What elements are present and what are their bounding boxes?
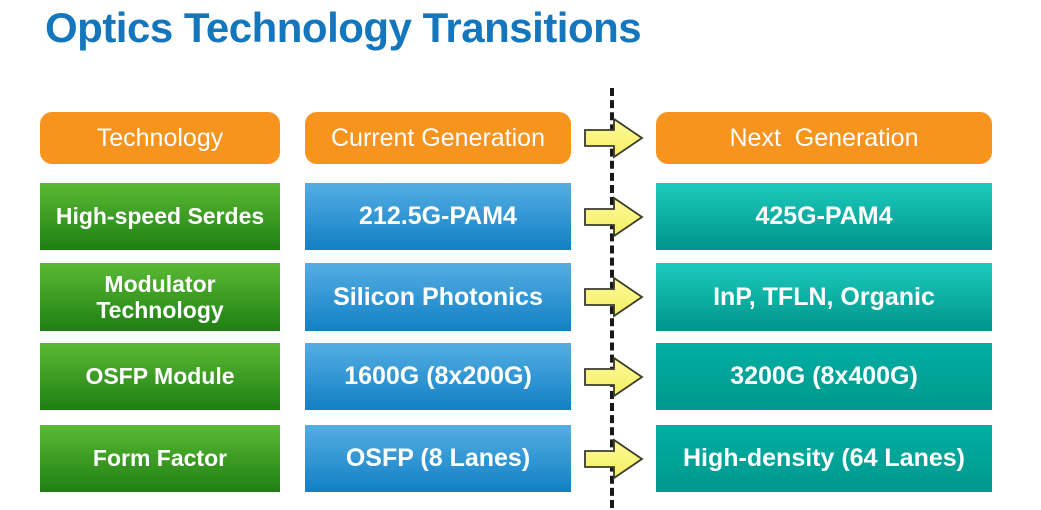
technology-cell-high-speed-serdes: High-speed Serdes xyxy=(40,183,280,250)
header-current-generation: Current Generation xyxy=(305,112,571,164)
technology-cell-osfp-module: OSFP Module xyxy=(40,343,280,410)
transition-arrow-icon xyxy=(584,438,644,480)
transition-arrow-icon xyxy=(584,356,644,398)
page-title: Optics Technology Transitions xyxy=(45,4,642,51)
next-cell-form-factor: High-density (64 Lanes) xyxy=(656,425,992,492)
header-next-generation: Next Generation xyxy=(656,112,992,164)
transition-arrow-icon xyxy=(584,117,644,159)
header-technology: Technology xyxy=(40,112,280,164)
current-cell-modulator: Silicon Photonics xyxy=(305,263,571,331)
next-cell-serdes: 425G-PAM4 xyxy=(656,183,992,250)
transition-arrow-icon xyxy=(584,196,644,238)
next-cell-modulator: InP, TFLN, Organic xyxy=(656,263,992,331)
technology-cell-modulator: Modulator Technology xyxy=(40,263,280,331)
transition-arrow-icon xyxy=(584,276,644,318)
next-cell-osfp-module: 3200G (8x400G) xyxy=(656,343,992,410)
technology-cell-form-factor: Form Factor xyxy=(40,425,280,492)
current-cell-osfp-module: 1600G (8x200G) xyxy=(305,343,571,410)
current-cell-form-factor: OSFP (8 Lanes) xyxy=(305,425,571,492)
current-cell-serdes: 212.5G-PAM4 xyxy=(305,183,571,250)
